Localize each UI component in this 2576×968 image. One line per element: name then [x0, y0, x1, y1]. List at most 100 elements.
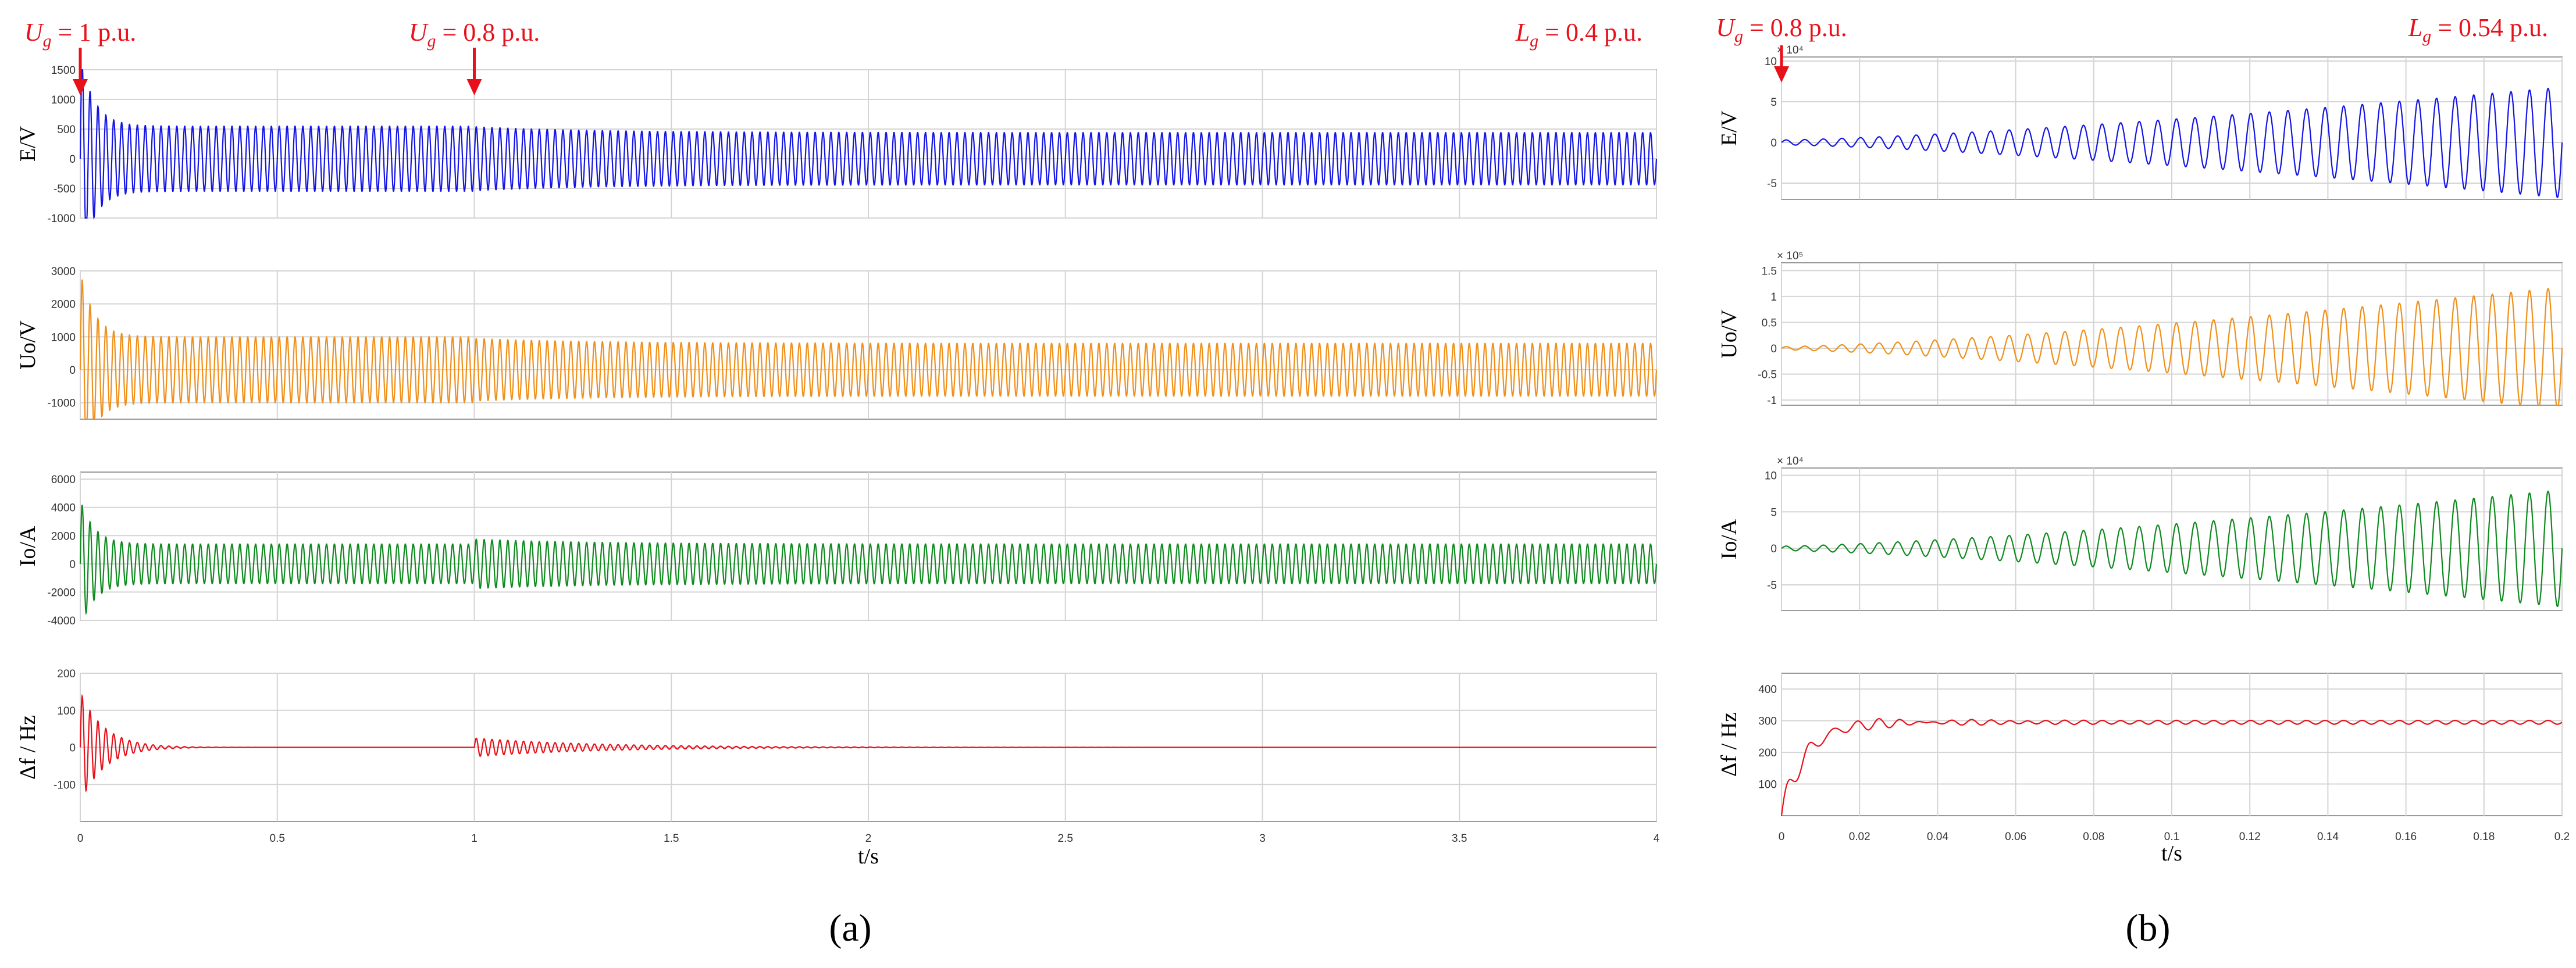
y-tick-label: 4000 — [51, 502, 76, 515]
y-tick-label: 1 — [1770, 291, 1777, 303]
y-tick-label: -5 — [1767, 178, 1777, 190]
y-axis-label: E/V — [16, 126, 40, 162]
series-line — [1781, 87, 2563, 198]
y-tick-label: 2000 — [51, 530, 76, 542]
subplot-b-4: 0 0.02 0.04 0.06 0.08 0.1 0.12 0.14 0.16 0.18 0.2 1… — [1717, 673, 2570, 843]
annotation-arrowhead — [466, 79, 482, 95]
x-tick-label: 0.5 — [270, 833, 285, 845]
subplot-a-2: -1000 0 1000 2000 3000 Uo/V — [16, 266, 1658, 420]
y-axis-label: Uo/V — [1717, 309, 1741, 359]
annotation-arrowhead — [73, 79, 88, 95]
y-axis-label: E/V — [1717, 110, 1741, 146]
x-tick-label: 4 — [1654, 833, 1660, 845]
y-multiplier: × 10⁴ — [1777, 455, 1804, 467]
y-tick-label: -1000 — [47, 398, 76, 410]
y-tick-label: -100 — [54, 779, 76, 791]
series-line — [79, 279, 1658, 420]
y-tick-label: -4000 — [47, 615, 76, 627]
y-tick-label: 0 — [1770, 343, 1777, 355]
y-axis-label: Io/A — [1717, 519, 1741, 559]
panel-label-b: (b) — [2126, 907, 2171, 949]
y-tick-label: 200 — [57, 668, 76, 680]
annotation-label: Lg = 0.4 p.u. — [1515, 18, 1642, 51]
y-tick-label: 10 — [1765, 470, 1777, 483]
x-tick-label: 0.08 — [2083, 831, 2104, 843]
x-tick-label: 0.12 — [2239, 831, 2261, 843]
series-line — [1781, 490, 2563, 607]
x-tick-label: 0.18 — [2473, 831, 2495, 843]
series-line — [79, 505, 1658, 616]
annotation-label: Ug = 1 p.u. — [24, 18, 137, 51]
y-tick-label: 5 — [1770, 506, 1777, 519]
x-tick-label: 0.04 — [1927, 831, 1948, 843]
y-tick-label: 1.5 — [1762, 265, 1777, 277]
x-tick-label: 0.1 — [2164, 831, 2179, 843]
x-axis-label: t/s — [858, 844, 879, 869]
x-tick-label: 0.14 — [2317, 831, 2339, 843]
x-tick-label: 3.5 — [1452, 833, 1467, 845]
x-tick-label: 0.02 — [1849, 831, 1870, 843]
subplot-a-1: -1000 -500 0 500 1000 1500 E/V — [16, 65, 1658, 225]
y-tick-label: 1500 — [51, 65, 76, 77]
y-axis-label: Δf / Hz — [16, 715, 40, 780]
series-line — [1780, 718, 2563, 816]
y-multiplier: × 10⁵ — [1777, 250, 1803, 262]
x-tick-label: 0 — [77, 833, 84, 845]
y-axis-label: Uo/V — [16, 320, 40, 370]
y-tick-label: 100 — [57, 705, 76, 717]
x-tick-label: 2.5 — [1058, 833, 1073, 845]
y-tick-label: 300 — [1758, 716, 1777, 728]
y-tick-label: 1000 — [51, 94, 76, 106]
subplot-b-1: -5 0 5 10× 10⁴ E/V — [1717, 44, 2563, 200]
y-tick-label: -1 — [1767, 395, 1777, 407]
y-tick-label: -1000 — [47, 213, 76, 225]
x-axis-label: t/s — [2161, 841, 2182, 866]
y-tick-label: 100 — [1758, 779, 1777, 791]
y-tick-label: 1000 — [51, 331, 76, 344]
annotation-label: Ug = 0.8 p.u. — [1716, 13, 1847, 46]
annotation-arrowhead — [1774, 66, 1789, 83]
y-tick-label: 0 — [69, 365, 76, 377]
y-tick-label: 500 — [57, 124, 76, 136]
series-line — [1781, 288, 2563, 406]
y-tick-label: -500 — [54, 183, 76, 195]
y-tick-label: 0 — [69, 153, 76, 166]
x-tick-label: 0 — [1779, 831, 1785, 843]
panel-label-a: (a) — [829, 907, 871, 949]
panel-a: -1000-500050010001500E/V-100001000200030… — [16, 18, 1660, 869]
subplot-a-4: 0 0.5 1 1.5 2 2.5 3 3.5 4 -100 0 100 200 Δf / Hz — [16, 668, 1660, 845]
subplot-a-3: -4000 -2000 0 2000 4000 6000 Io/A — [16, 472, 1658, 627]
y-tick-label: 0 — [1770, 137, 1777, 149]
y-multiplier: × 10⁴ — [1777, 44, 1804, 56]
series-line — [79, 69, 1658, 220]
y-axis-label: Δf / Hz — [1717, 712, 1741, 777]
y-tick-label: 0.5 — [1762, 317, 1777, 329]
y-tick-label: -5 — [1767, 580, 1777, 592]
subplot-b-3: -5 0 5 10× 10⁴ Io/A — [1717, 455, 2563, 611]
series-line — [79, 694, 1656, 793]
y-tick-label: 2000 — [51, 299, 76, 311]
x-tick-label: 0.2 — [2554, 831, 2570, 843]
x-tick-label: 2 — [865, 833, 872, 845]
x-tick-label: 1.5 — [664, 833, 679, 845]
y-tick-label: 3000 — [51, 266, 76, 278]
y-tick-label: 0 — [69, 742, 76, 755]
y-tick-label: 400 — [1758, 684, 1777, 696]
annotation-label: Ug = 0.8 p.u. — [409, 18, 540, 51]
y-tick-label: 6000 — [51, 474, 76, 486]
x-tick-label: 1 — [471, 833, 478, 845]
y-tick-label: 10 — [1765, 56, 1777, 68]
y-tick-label: 200 — [1758, 747, 1777, 759]
y-tick-label: 0 — [1770, 543, 1777, 555]
y-tick-label: -2000 — [47, 587, 76, 599]
y-tick-label: -0.5 — [1758, 369, 1777, 381]
y-tick-label: 5 — [1770, 97, 1777, 109]
x-tick-label: 0.06 — [2005, 831, 2026, 843]
subplot-b-2: -1 -0.5 0 0.5 1 1.5× 10⁵ Uo/V — [1717, 250, 2563, 407]
y-axis-label: Io/A — [16, 526, 40, 566]
annotation-label: Lg = 0.54 p.u. — [2408, 13, 2548, 46]
y-tick-label: 0 — [69, 559, 76, 571]
x-tick-label: 3 — [1259, 833, 1266, 845]
